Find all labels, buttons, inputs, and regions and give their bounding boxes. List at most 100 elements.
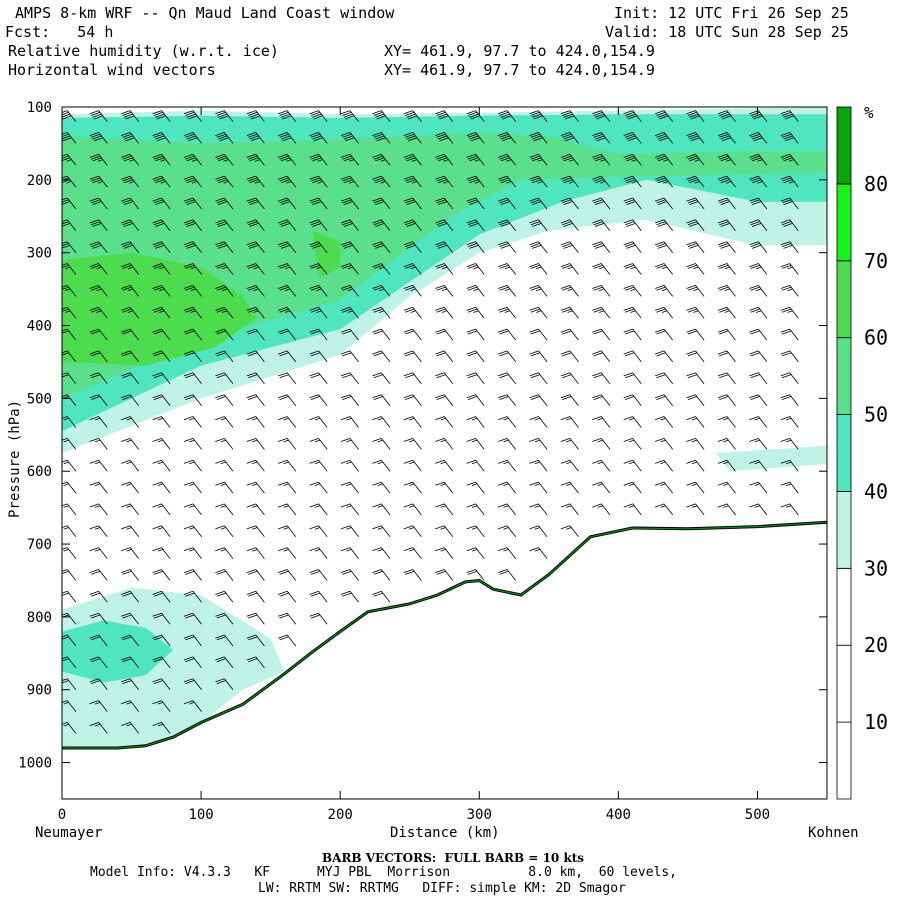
wind-barb bbox=[654, 263, 674, 275]
wind-barb bbox=[309, 525, 328, 538]
wind-barb bbox=[340, 197, 359, 210]
wind-barb bbox=[340, 263, 359, 275]
wind-barb bbox=[435, 525, 454, 538]
field-name-wind: Horizontal wind vectors bbox=[8, 61, 216, 79]
wind-barb bbox=[372, 459, 391, 472]
wind-barb bbox=[560, 175, 579, 188]
wind-barb bbox=[780, 241, 799, 253]
wind-barb bbox=[152, 241, 171, 253]
wind-barb bbox=[435, 547, 454, 559]
wind-barb bbox=[403, 503, 422, 516]
wind-barb bbox=[309, 547, 328, 559]
wind-barb bbox=[749, 350, 768, 363]
wind-barb bbox=[215, 175, 234, 188]
wind-barb bbox=[592, 459, 611, 472]
wind-barb bbox=[654, 350, 674, 363]
wind-barb bbox=[215, 394, 234, 406]
wind-barb bbox=[372, 110, 391, 122]
wind-barb bbox=[560, 241, 579, 253]
wind-barb bbox=[340, 328, 359, 341]
wind-barb bbox=[780, 153, 799, 166]
wind-barb bbox=[340, 481, 359, 494]
colorbar-label: 70 bbox=[864, 249, 888, 273]
wind-barb bbox=[278, 634, 297, 647]
wind-barb bbox=[466, 569, 485, 581]
wind-barb bbox=[278, 481, 297, 494]
wind-barb bbox=[215, 503, 234, 516]
wind-barb bbox=[592, 263, 611, 275]
wind-barb bbox=[435, 372, 454, 385]
wind-barb bbox=[497, 241, 517, 253]
wind-barb bbox=[466, 394, 485, 406]
wind-barb bbox=[623, 459, 642, 472]
wind-barb bbox=[560, 306, 579, 319]
wind-barb bbox=[340, 110, 359, 122]
wind-barb bbox=[152, 175, 171, 188]
wind-barb bbox=[435, 219, 454, 232]
wind-barb bbox=[435, 350, 454, 363]
wind-barb bbox=[215, 459, 234, 472]
wind-barb bbox=[749, 459, 768, 472]
wind-barb bbox=[497, 306, 517, 319]
wind-barb bbox=[340, 241, 359, 253]
wind-barb bbox=[654, 197, 674, 210]
wind-barb bbox=[654, 241, 674, 253]
wind-barb bbox=[278, 328, 297, 341]
colorbar-segment bbox=[836, 337, 852, 415]
wind-barb bbox=[372, 547, 391, 559]
wind-barb bbox=[62, 132, 77, 144]
wind-barb bbox=[309, 219, 328, 232]
wind-barb bbox=[278, 263, 297, 275]
wind-barb bbox=[466, 481, 485, 494]
wind-barb bbox=[592, 350, 611, 363]
wind-barb bbox=[215, 328, 234, 341]
wind-barb bbox=[592, 306, 611, 319]
wind-barb bbox=[183, 438, 202, 450]
wind-barb bbox=[372, 328, 391, 341]
wind-barb bbox=[623, 503, 642, 516]
colorbar-segment bbox=[836, 106, 852, 185]
wind-barb bbox=[780, 416, 799, 428]
wind-barb bbox=[560, 285, 579, 297]
wind-barb bbox=[121, 175, 140, 188]
colorbar-segment bbox=[836, 567, 852, 646]
wind-barb bbox=[278, 110, 297, 122]
wind-barb bbox=[403, 438, 422, 450]
wind-barb bbox=[560, 219, 579, 232]
wind-barb bbox=[592, 438, 611, 450]
wind-barb bbox=[592, 110, 611, 122]
wind-barb bbox=[340, 175, 359, 188]
wind-barb bbox=[152, 306, 171, 319]
wind-barb bbox=[686, 394, 705, 406]
x-axis-label: Distance (km) bbox=[390, 825, 500, 841]
wind-barb bbox=[152, 569, 171, 581]
wind-barb bbox=[246, 459, 265, 472]
wind-barb bbox=[62, 722, 77, 734]
wind-barb bbox=[403, 197, 422, 210]
wind-barb bbox=[89, 350, 108, 363]
wind-barb bbox=[623, 110, 642, 122]
wind-barb bbox=[152, 350, 171, 363]
wind-barb bbox=[654, 175, 674, 188]
wind-barb bbox=[623, 197, 642, 210]
wind-barb bbox=[497, 153, 517, 166]
wind-barb bbox=[278, 285, 297, 297]
wind-barb bbox=[623, 306, 642, 319]
wind-barb bbox=[403, 569, 422, 581]
chart-title: AMPS 8-km WRF -- Qn Maud Land Coast wind… bbox=[15, 4, 395, 22]
wind-barb bbox=[780, 197, 799, 210]
wind-barb bbox=[623, 394, 642, 406]
wind-barb bbox=[560, 394, 579, 406]
wind-barb bbox=[121, 350, 140, 363]
wind-barb bbox=[497, 416, 517, 428]
wind-barb bbox=[717, 328, 736, 341]
wind-barb bbox=[403, 110, 422, 122]
wind-barb bbox=[89, 700, 108, 712]
wind-barb bbox=[403, 372, 422, 385]
wind-barb bbox=[246, 241, 265, 253]
wind-barb bbox=[183, 197, 202, 210]
wind-barb bbox=[623, 132, 642, 144]
x-tick-label: 400 bbox=[606, 807, 631, 823]
wind-barb bbox=[529, 547, 548, 559]
wind-barb bbox=[686, 306, 705, 319]
